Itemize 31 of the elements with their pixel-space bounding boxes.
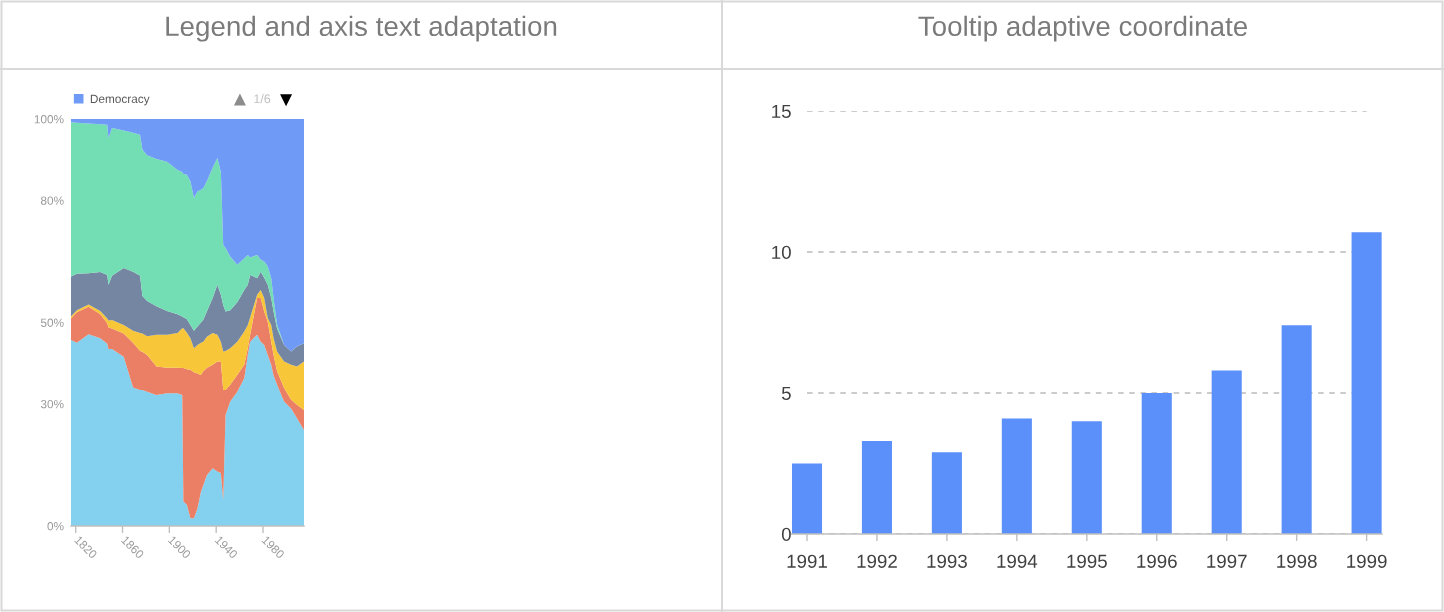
bar <box>1211 370 1242 534</box>
chart-title: Tooltip adaptive coordinate <box>918 15 1248 42</box>
x-tick-label: 1994 <box>997 554 1038 568</box>
text: Legend and axis text adaptation <box>166 15 557 42</box>
legend-label: Democracy <box>90 94 150 106</box>
y-tick-label: 50% <box>40 318 64 327</box>
y-tick-label: 5 <box>781 386 791 400</box>
bar <box>1001 418 1032 534</box>
x-tick-label: 1995 <box>1067 554 1107 568</box>
x-tick-label: 1996 <box>1137 554 1177 568</box>
x-tick-label: 1993 <box>927 554 967 568</box>
y-tick-label: 0% <box>47 522 64 531</box>
x-tick-label: 1997 <box>1207 554 1247 568</box>
bar <box>1281 325 1312 534</box>
y-tick-label: 0 <box>781 527 791 541</box>
x-tick-label: 1999 <box>1347 554 1387 568</box>
bar <box>1351 232 1382 534</box>
bar <box>861 440 892 534</box>
y-tick-label: 30% <box>40 399 64 409</box>
y-tick-label: 15 <box>772 104 791 118</box>
bar <box>1141 393 1172 534</box>
x-tick-label: 1992 <box>857 554 897 568</box>
bar <box>791 463 823 534</box>
y-tick-label: 100% <box>34 115 64 124</box>
text: 1/6 <box>254 94 271 104</box>
x-tick-label: 1991 <box>787 554 827 568</box>
y-tick-label: 10 <box>772 245 791 259</box>
x-tick-label: 1998 <box>1277 554 1317 568</box>
bar <box>1071 421 1102 534</box>
y-tick-label: 80% <box>40 196 64 205</box>
bar <box>931 452 962 534</box>
